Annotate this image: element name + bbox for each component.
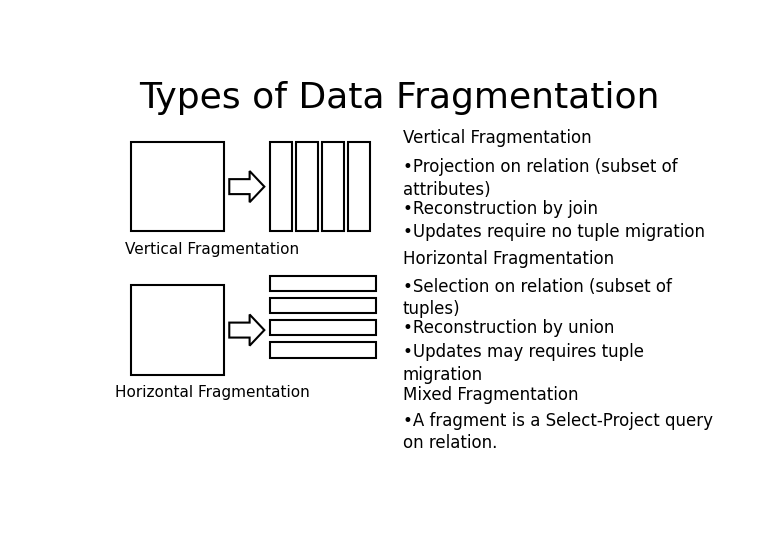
Bar bbox=[322, 141, 343, 231]
Bar bbox=[348, 141, 370, 231]
Text: Horizontal Fragmentation: Horizontal Fragmentation bbox=[115, 385, 310, 400]
Bar bbox=[270, 342, 376, 357]
Bar bbox=[270, 141, 292, 231]
Text: •Updates may requires tuple
migration: •Updates may requires tuple migration bbox=[402, 343, 644, 383]
Bar bbox=[131, 141, 225, 231]
Bar bbox=[270, 320, 376, 335]
Text: Vertical Fragmentation: Vertical Fragmentation bbox=[402, 129, 591, 147]
Text: •Reconstruction by union: •Reconstruction by union bbox=[402, 319, 614, 338]
Bar bbox=[270, 275, 376, 292]
Bar bbox=[131, 285, 225, 375]
Text: Horizontal Fragmentation: Horizontal Fragmentation bbox=[402, 250, 614, 268]
Text: •Selection on relation (subset of
tuples): •Selection on relation (subset of tuples… bbox=[402, 278, 672, 318]
Bar bbox=[270, 298, 376, 313]
Text: Types of Data Fragmentation: Types of Data Fragmentation bbox=[140, 82, 660, 116]
Text: •Reconstruction by join: •Reconstruction by join bbox=[402, 200, 597, 218]
Text: •Updates require no tuple migration: •Updates require no tuple migration bbox=[402, 223, 705, 241]
Text: •Projection on relation (subset of
attributes): •Projection on relation (subset of attri… bbox=[402, 158, 677, 199]
Text: Vertical Fragmentation: Vertical Fragmentation bbox=[126, 241, 300, 256]
Text: •A fragment is a Select-Project query
on relation.: •A fragment is a Select-Project query on… bbox=[402, 412, 713, 452]
Bar bbox=[296, 141, 317, 231]
Polygon shape bbox=[229, 171, 264, 202]
Polygon shape bbox=[229, 314, 264, 346]
Text: Mixed Fragmentation: Mixed Fragmentation bbox=[402, 386, 578, 404]
